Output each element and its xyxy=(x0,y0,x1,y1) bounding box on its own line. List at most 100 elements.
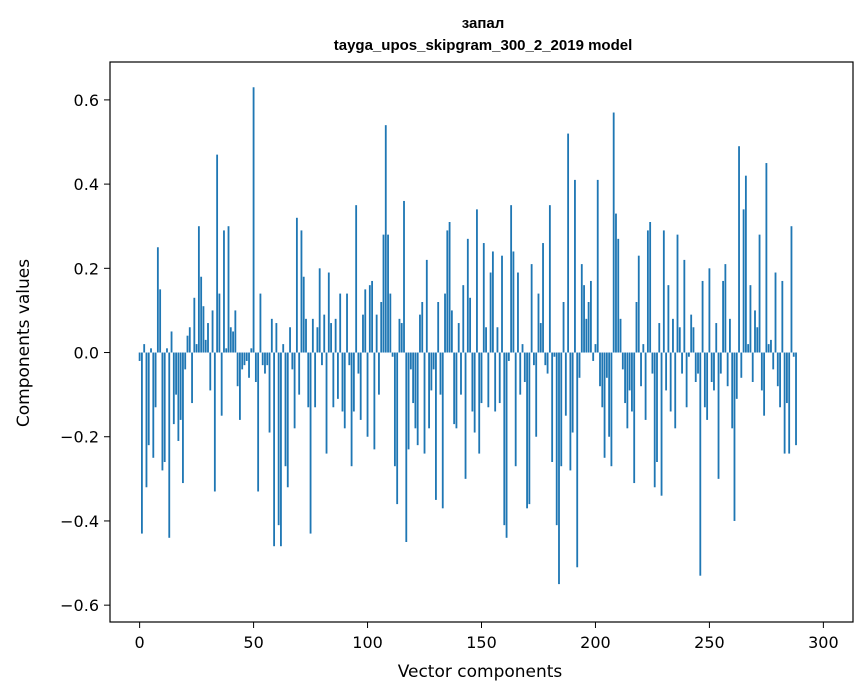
bar xyxy=(528,352,531,505)
bar xyxy=(624,352,626,404)
bar xyxy=(649,222,652,353)
bar xyxy=(366,352,369,437)
bar xyxy=(544,352,547,366)
bar xyxy=(280,352,282,547)
x-tick-label: 300 xyxy=(808,633,839,652)
bar xyxy=(227,226,230,353)
bar xyxy=(138,352,141,361)
bar xyxy=(662,230,665,353)
bar xyxy=(259,293,262,353)
bar xyxy=(343,352,346,429)
bar xyxy=(735,352,738,399)
bar xyxy=(558,352,560,585)
bar xyxy=(407,352,410,450)
bar xyxy=(273,352,276,547)
x-tick-label: 100 xyxy=(352,633,383,652)
bar xyxy=(507,352,510,361)
bar xyxy=(498,352,501,404)
bar xyxy=(295,217,298,353)
bar xyxy=(594,344,597,353)
bar xyxy=(384,125,387,353)
bar xyxy=(250,348,253,353)
bar xyxy=(147,352,150,446)
bar xyxy=(742,209,745,353)
y-tick-label: 0.4 xyxy=(74,175,99,194)
bar xyxy=(364,289,367,353)
bar xyxy=(409,352,412,370)
bar xyxy=(245,352,248,361)
bar xyxy=(583,285,585,353)
bar xyxy=(286,352,289,488)
bars-group xyxy=(138,87,797,585)
bar xyxy=(774,272,777,353)
bar xyxy=(626,352,629,429)
bar xyxy=(302,276,305,353)
bar xyxy=(232,331,234,353)
bar xyxy=(546,352,549,374)
bar xyxy=(482,243,485,353)
bar xyxy=(318,268,321,353)
bar xyxy=(646,230,649,353)
bar xyxy=(314,352,317,408)
bar xyxy=(298,352,301,395)
bar xyxy=(266,352,269,366)
bar xyxy=(539,323,542,353)
bar xyxy=(729,318,731,353)
bar xyxy=(494,352,497,412)
bar xyxy=(355,205,358,353)
bar xyxy=(697,352,699,374)
bar xyxy=(754,310,756,353)
bar xyxy=(348,352,351,366)
bar xyxy=(517,272,519,353)
bar xyxy=(619,318,622,353)
bar xyxy=(692,327,695,353)
bar xyxy=(585,318,588,353)
bar xyxy=(656,352,658,462)
bar xyxy=(658,323,661,353)
bar xyxy=(510,205,513,353)
bar xyxy=(460,352,462,395)
bar xyxy=(423,352,426,454)
bar xyxy=(405,352,408,542)
bar xyxy=(519,352,522,395)
bar xyxy=(580,264,583,353)
bar xyxy=(373,352,376,450)
bar xyxy=(640,352,642,387)
bar xyxy=(542,243,544,353)
bar xyxy=(592,352,595,361)
bar xyxy=(248,352,250,378)
bar xyxy=(154,352,157,408)
bar xyxy=(466,238,469,353)
bar xyxy=(382,234,385,353)
bar xyxy=(380,302,383,353)
bar xyxy=(489,272,492,353)
bar xyxy=(225,348,228,353)
bar xyxy=(168,352,171,538)
bar xyxy=(669,352,672,412)
bar xyxy=(469,297,472,353)
bar xyxy=(726,352,729,387)
bar xyxy=(628,352,631,391)
bar xyxy=(316,327,319,353)
bar xyxy=(289,327,291,353)
bar xyxy=(601,352,604,408)
bar xyxy=(389,293,392,353)
x-tick-label: 150 xyxy=(466,633,497,652)
bar xyxy=(733,352,736,521)
bar xyxy=(749,285,752,353)
bar xyxy=(254,352,257,382)
bar xyxy=(305,318,307,353)
bar xyxy=(425,259,428,353)
bar xyxy=(535,352,538,437)
bar xyxy=(421,302,424,353)
bar xyxy=(330,323,332,353)
x-tick-label: 250 xyxy=(694,633,725,652)
bar xyxy=(270,318,273,353)
bar xyxy=(277,352,280,526)
bar xyxy=(722,280,724,353)
bar xyxy=(387,234,389,353)
bar xyxy=(756,327,759,353)
bar xyxy=(284,352,287,467)
bar xyxy=(282,344,285,353)
bar xyxy=(564,352,567,416)
